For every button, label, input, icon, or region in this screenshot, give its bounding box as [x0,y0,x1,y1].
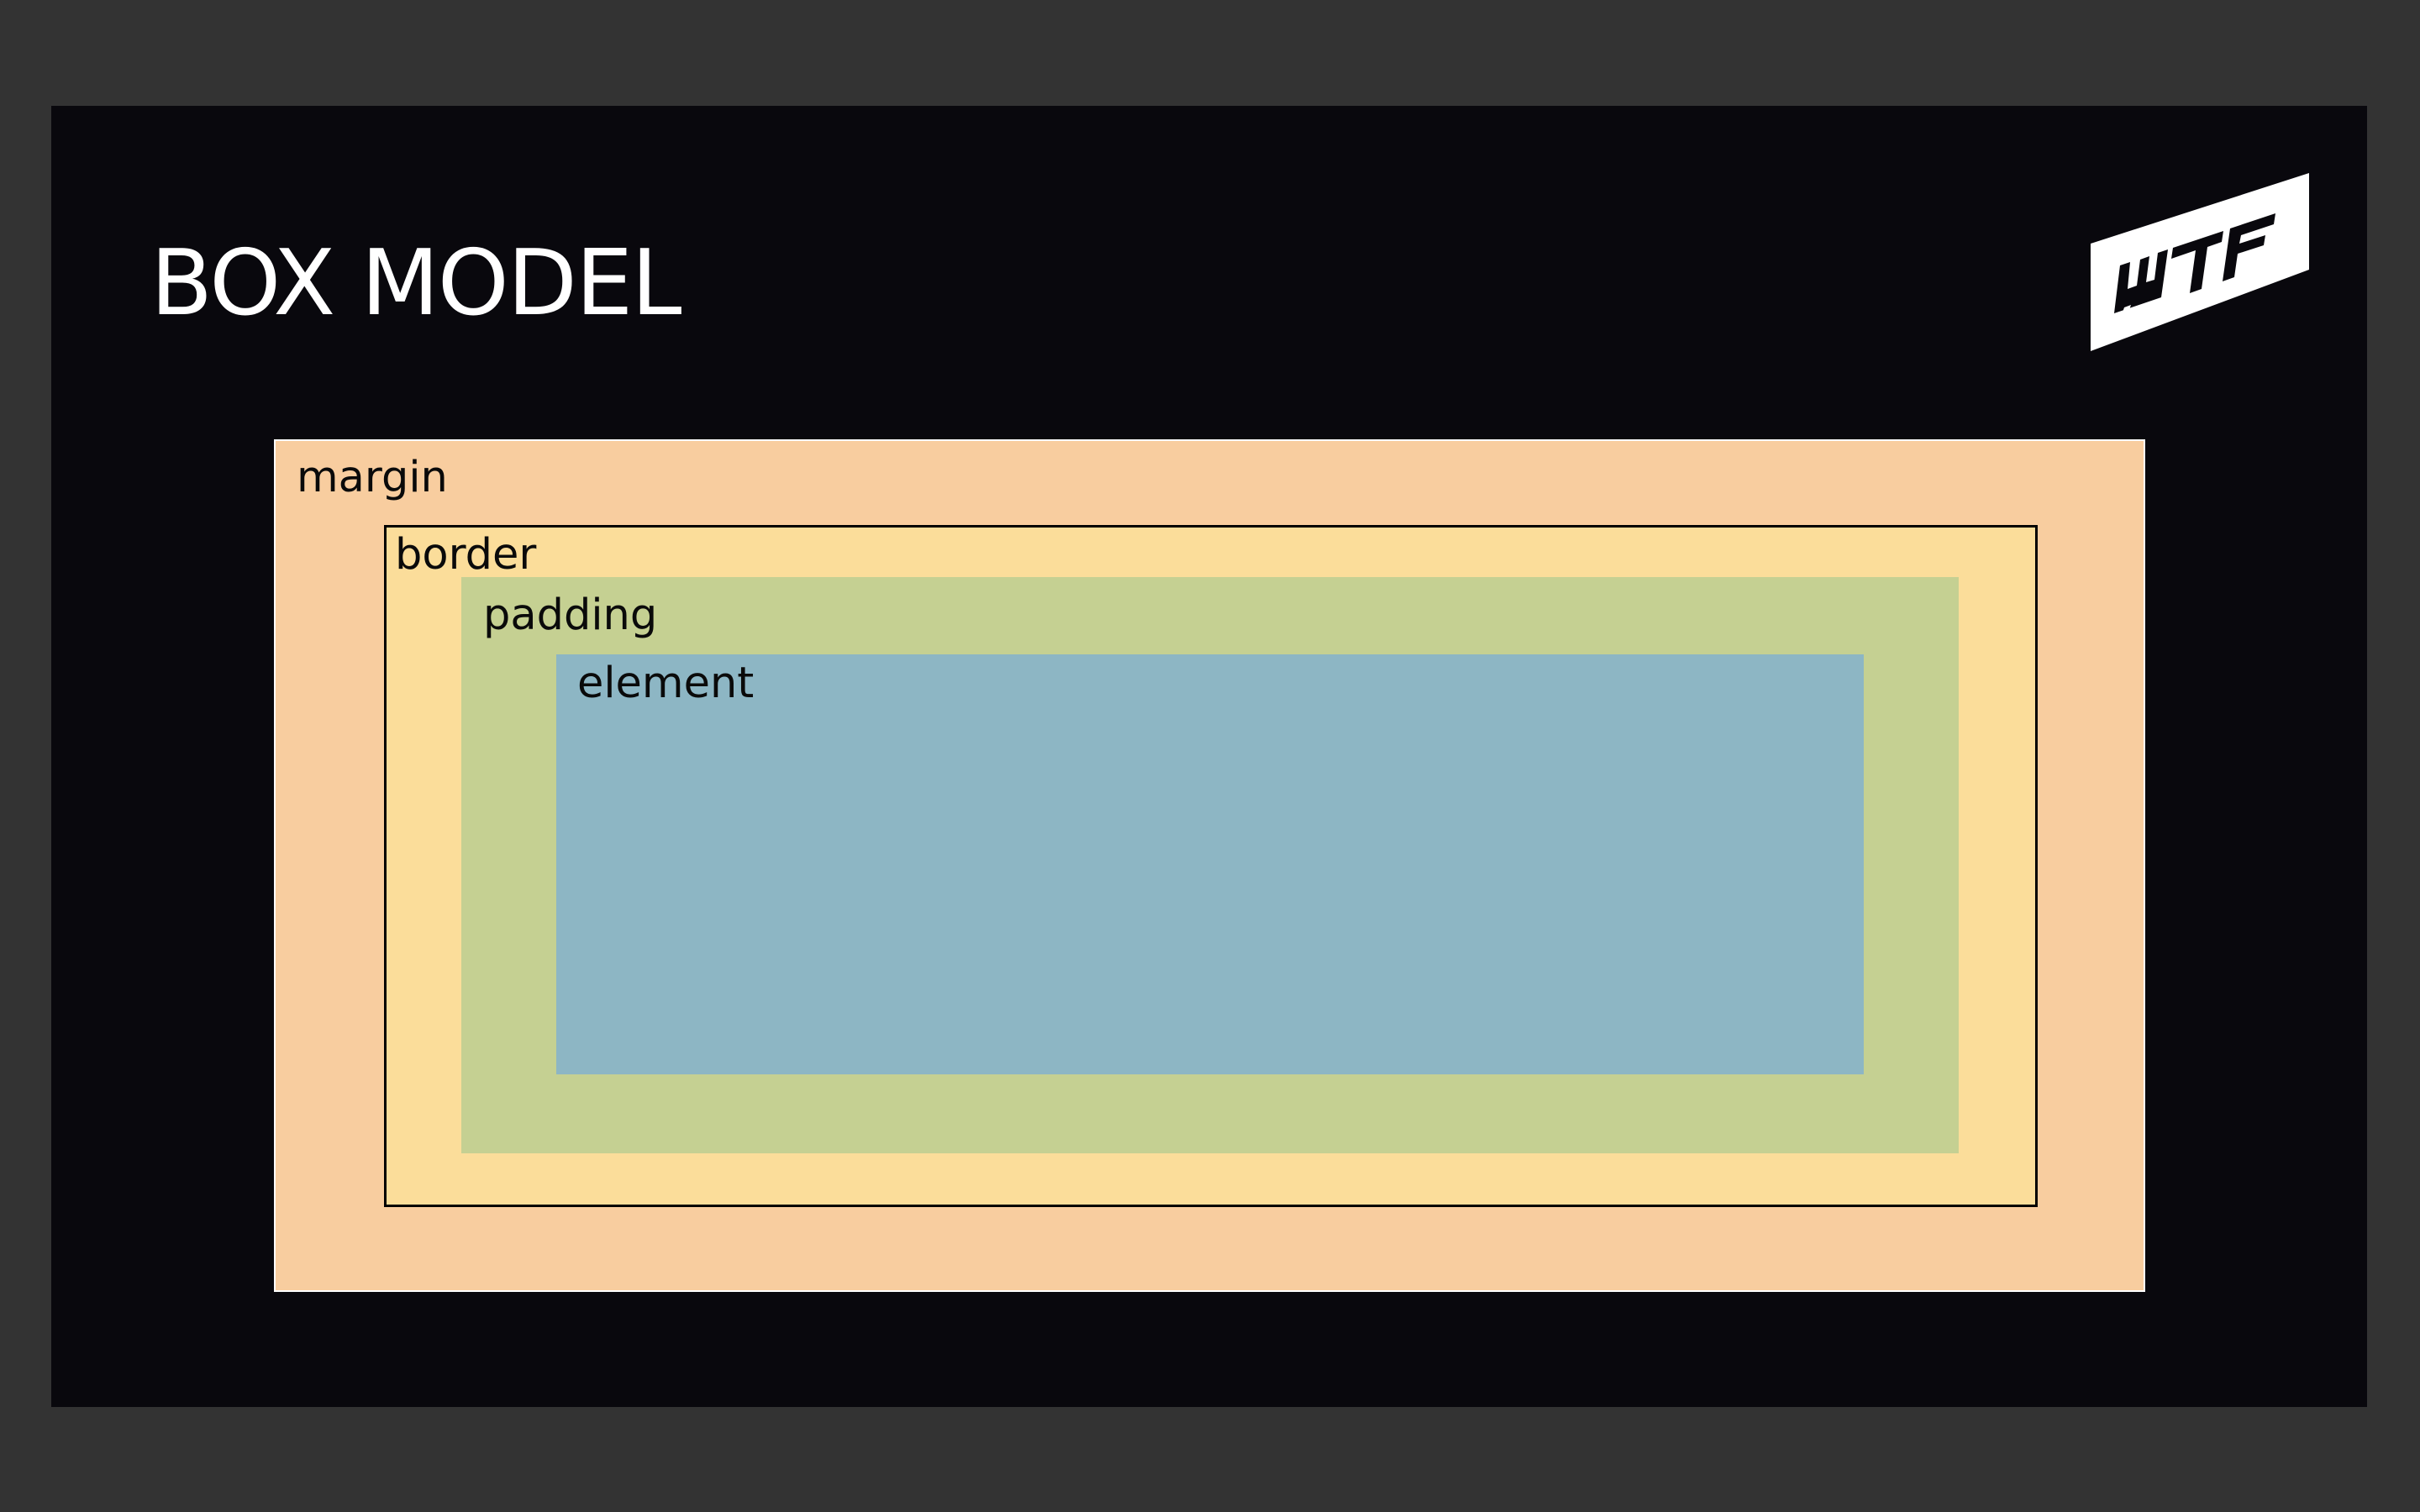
wtf-logo-icon [2091,173,2326,351]
margin-box: margin border padding element [274,439,2145,1292]
slide: BOX MODEL margin border padding element [51,106,2367,1407]
element-box: element [556,654,1864,1074]
element-label: element [577,662,754,705]
margin-label: margin [297,456,448,499]
padding-box: padding element [461,577,1959,1153]
border-label: border [395,533,536,576]
border-box: border padding element [384,525,2038,1207]
slide-title: BOX MODEL [150,239,680,329]
padding-label: padding [483,594,657,637]
